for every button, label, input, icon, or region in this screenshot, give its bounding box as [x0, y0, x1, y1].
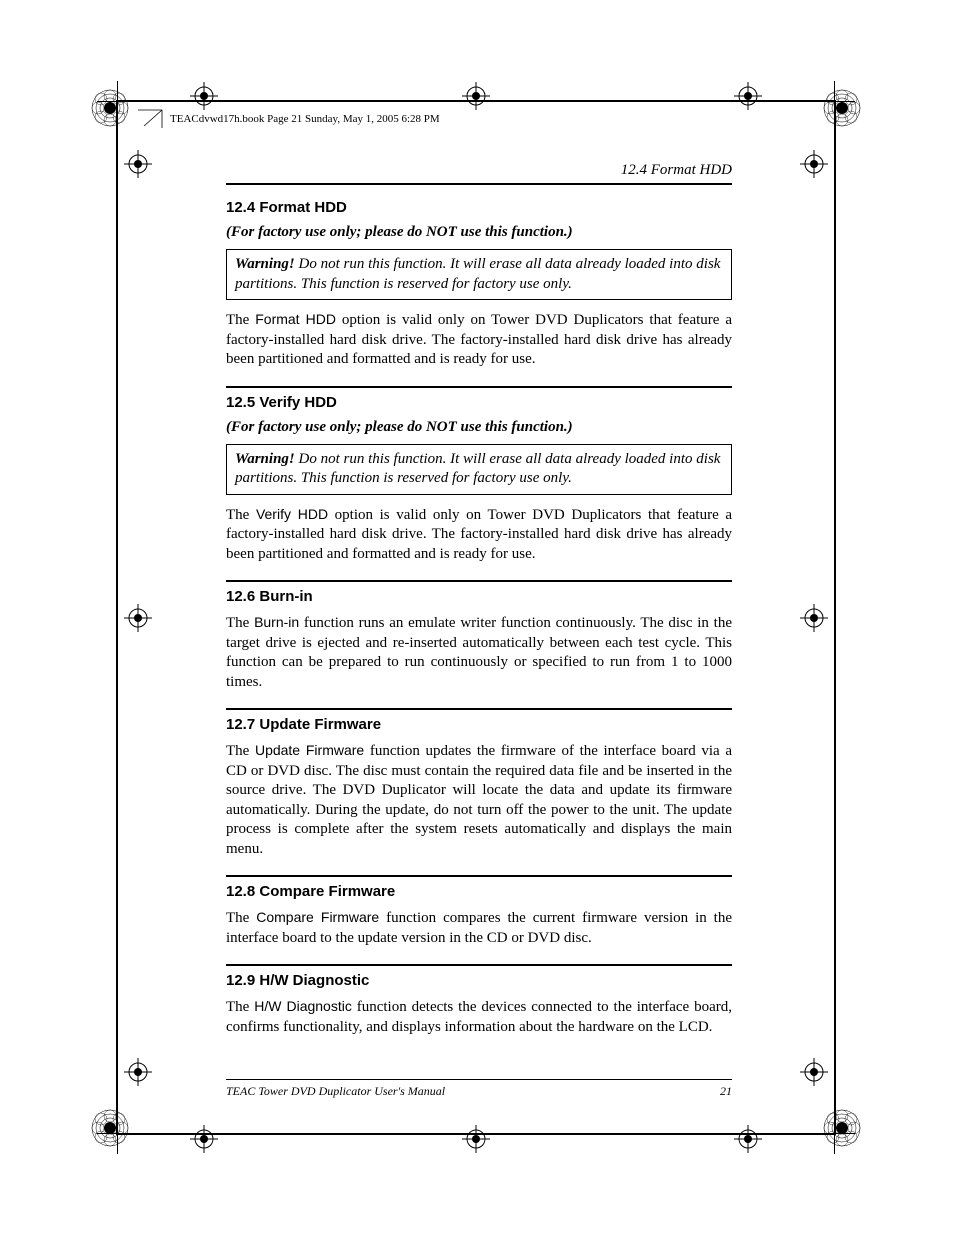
- para-text: The: [226, 910, 256, 926]
- page-number: 21: [720, 1084, 732, 1099]
- registration-mark-icon: [800, 150, 828, 178]
- registration-mark-icon: [190, 82, 218, 110]
- para-keyword: Compare Firmware: [256, 909, 379, 925]
- para-text: The: [226, 507, 256, 523]
- para-keyword: Format HDD: [255, 311, 336, 327]
- rule: [226, 580, 732, 582]
- registration-mark-icon: [124, 604, 152, 632]
- section-heading-12-8: 12.8 Compare Firmware: [226, 883, 732, 900]
- para-text: The: [226, 312, 255, 328]
- para-keyword: Verify HDD: [256, 506, 328, 522]
- registration-mark-icon: [462, 1125, 490, 1153]
- paragraph: The Compare Firmware function compares t…: [226, 908, 732, 948]
- section-subtitle: (For factory use only; please do NOT use…: [226, 419, 732, 436]
- spirograph-mark-icon: [90, 88, 130, 128]
- footer-title: TEAC Tower DVD Duplicator User's Manual: [226, 1084, 445, 1099]
- section-heading-12-6: 12.6 Burn-in: [226, 588, 732, 605]
- registration-mark-icon: [124, 1058, 152, 1086]
- page-content: 12.4 Format HDD 12.4 Format HDD (For fac…: [226, 162, 732, 1045]
- para-text: function updates the firmware of the int…: [226, 743, 732, 857]
- spirograph-mark-icon: [822, 88, 862, 128]
- registration-mark-icon: [800, 604, 828, 632]
- rule: [226, 875, 732, 877]
- section-heading-12-5: 12.5 Verify HDD: [226, 394, 732, 411]
- rule: [226, 386, 732, 388]
- page-footer: TEAC Tower DVD Duplicator User's Manual …: [226, 1079, 732, 1099]
- registration-mark-icon: [124, 150, 152, 178]
- rule: [226, 708, 732, 710]
- registration-mark-icon: [800, 1058, 828, 1086]
- warning-lead: Warning!: [235, 256, 295, 272]
- spirograph-mark-icon: [822, 1108, 862, 1148]
- para-keyword: Burn-in: [254, 614, 299, 630]
- paragraph: The Burn-in function runs an emulate wri…: [226, 613, 732, 692]
- warning-box: Warning! Do not run this function. It wi…: [226, 249, 732, 300]
- paragraph: The Verify HDD option is valid only on T…: [226, 505, 732, 565]
- paragraph: The H/W Diagnostic function detects the …: [226, 997, 732, 1037]
- para-keyword: Update Firmware: [255, 742, 364, 758]
- section-heading-12-4: 12.4 Format HDD: [226, 199, 732, 216]
- paragraph: The Format HDD option is valid only on T…: [226, 310, 732, 370]
- running-head: 12.4 Format HDD: [226, 162, 732, 179]
- para-text: The: [226, 743, 255, 759]
- para-text: The: [226, 615, 254, 631]
- paragraph: The Update Firmware function updates the…: [226, 741, 732, 859]
- header-book-info: TEACdvwd17h.book Page 21 Sunday, May 1, …: [170, 113, 440, 125]
- registration-mark-icon: [190, 1125, 218, 1153]
- section-subtitle: (For factory use only; please do NOT use…: [226, 224, 732, 241]
- spirograph-mark-icon: [90, 1108, 130, 1148]
- warning-box: Warning! Do not run this function. It wi…: [226, 444, 732, 495]
- registration-mark-icon: [734, 82, 762, 110]
- warning-lead: Warning!: [235, 451, 295, 467]
- para-keyword: H/W Diagnostic: [254, 998, 352, 1014]
- rule: [226, 183, 732, 185]
- header-arrow-icon: [136, 108, 164, 130]
- section-heading-12-9: 12.9 H/W Diagnostic: [226, 972, 732, 989]
- warning-text: Do not run this function. It will erase …: [235, 451, 720, 487]
- para-text: The: [226, 999, 254, 1015]
- registration-mark-icon: [734, 1125, 762, 1153]
- section-heading-12-7: 12.7 Update Firmware: [226, 716, 732, 733]
- warning-text: Do not run this function. It will erase …: [235, 256, 720, 292]
- para-text: function runs an emulate writer function…: [226, 615, 732, 690]
- rule: [226, 964, 732, 966]
- registration-mark-icon: [462, 82, 490, 110]
